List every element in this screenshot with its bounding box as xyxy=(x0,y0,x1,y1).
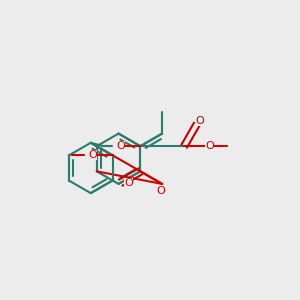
Text: O: O xyxy=(89,150,98,161)
Text: O: O xyxy=(205,141,214,151)
Text: O: O xyxy=(196,116,205,127)
Text: O: O xyxy=(124,178,133,188)
Text: O: O xyxy=(156,186,165,196)
Text: O: O xyxy=(116,141,125,151)
